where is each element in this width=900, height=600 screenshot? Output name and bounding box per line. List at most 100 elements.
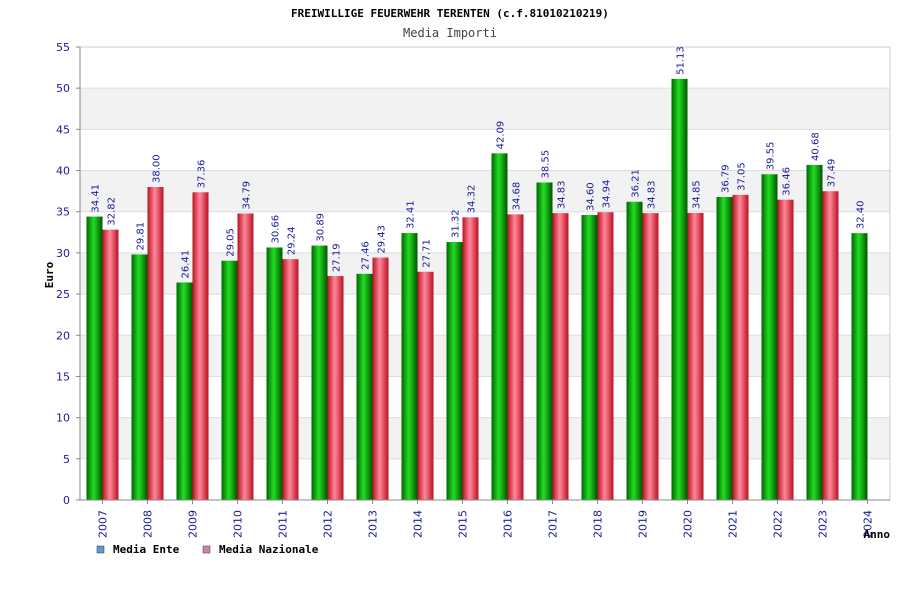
x-tick-label: 2014 (412, 510, 425, 538)
y-axis-label: Euro (43, 261, 56, 288)
bar-media-nazionale (327, 276, 344, 500)
bar-media-nazionale (687, 212, 704, 501)
y-tick-label: 35 (56, 206, 70, 219)
legend: Media Ente Media Nazionale (96, 543, 319, 556)
value-label-media-nazionale: 34.85 (692, 180, 703, 209)
value-label-media-ente: 38.55 (541, 150, 552, 179)
value-label-media-ente: 36.79 (721, 164, 732, 193)
legend-swatch-media-nazionale (202, 545, 211, 554)
plot-band (80, 88, 890, 130)
value-label-media-nazionale: 38.00 (152, 154, 163, 183)
bar-media-nazionale (552, 213, 569, 501)
y-tick-label: 10 (56, 412, 70, 425)
bar-media-nazionale (732, 194, 749, 501)
x-tick-label: 2021 (727, 510, 740, 538)
y-tick-label: 15 (56, 370, 70, 383)
x-tick-label: 2010 (232, 510, 245, 538)
bar-media-ente (356, 273, 373, 500)
value-label-media-nazionale: 37.49 (827, 159, 838, 188)
value-label-media-ente: 34.60 (586, 182, 597, 211)
y-axis-ticks: 0 5 10 15 20 25 30 35 40 45 50 55 (56, 41, 80, 507)
value-label-media-ente: 29.81 (136, 222, 147, 251)
y-tick-label: 30 (56, 247, 70, 260)
value-label-media-nazionale: 29.24 (287, 227, 298, 256)
bar-media-ente (536, 182, 553, 501)
legend-label-media-ente: Media Ente (113, 543, 180, 556)
bar-media-ente (401, 233, 418, 500)
value-label-media-ente: 36.21 (631, 169, 642, 198)
bar-media-ente (671, 78, 688, 500)
value-label-media-ente: 42.09 (496, 121, 507, 150)
bar-media-ente (266, 247, 283, 500)
y-tick-label: 20 (56, 329, 70, 342)
value-label-media-nazionale: 36.46 (782, 167, 793, 196)
value-label-media-ente: 40.68 (811, 132, 822, 161)
x-tick-label: 2019 (637, 510, 650, 538)
bar-media-nazionale (192, 192, 209, 500)
bar-media-nazionale (642, 213, 659, 501)
value-label-media-nazionale: 27.71 (422, 239, 433, 268)
value-label-media-ente: 26.41 (181, 250, 192, 279)
value-label-media-nazionale: 32.82 (107, 197, 118, 226)
bar-media-ente (131, 254, 148, 500)
x-tick-label: 2020 (682, 510, 695, 538)
value-label-media-ente: 32.40 (856, 201, 867, 230)
y-tick-label: 55 (56, 41, 70, 54)
bar-media-ente (626, 201, 643, 500)
value-label-media-ente: 39.55 (766, 142, 777, 171)
plot-band (80, 376, 890, 418)
plot-band (80, 47, 890, 89)
x-tick-label: 2012 (322, 510, 335, 538)
value-label-media-ente: 29.05 (226, 228, 237, 257)
y-tick-label: 40 (56, 165, 70, 178)
value-label-media-nazionale: 34.79 (242, 181, 253, 210)
bar-media-nazionale (777, 199, 794, 500)
chart-title: FREIWILLIGE FEUERWEHR TERENTEN (c.f.8101… (291, 7, 609, 20)
bar-media-nazionale (507, 214, 524, 500)
bar-media-nazionale (282, 259, 299, 500)
bar-media-ente (581, 215, 598, 500)
value-label-media-nazionale: 34.32 (467, 185, 478, 214)
x-axis-ticks: 2007 2008 2009 2010 2011 2012 2013 2014 2015 2016… (97, 500, 875, 538)
x-tick-label: 2018 (592, 510, 605, 538)
value-label-media-nazionale: 34.83 (647, 180, 658, 209)
plot-band (80, 458, 890, 500)
x-tick-label: 2024 (862, 510, 875, 538)
plot-band (80, 170, 890, 212)
bar-media-nazionale (102, 229, 119, 500)
plot-band (80, 129, 890, 171)
bar-media-nazionale (822, 191, 839, 500)
value-label-media-nazionale: 27.19 (332, 243, 343, 272)
bar-media-ente (446, 242, 463, 500)
bar-media-ente (311, 245, 328, 500)
value-label-media-ente: 32.41 (406, 200, 417, 229)
bar-media-nazionale (147, 187, 164, 500)
plot-band (80, 294, 890, 336)
value-label-media-ente: 30.89 (316, 213, 327, 242)
bar-media-ente (491, 153, 508, 500)
value-label-media-ente: 30.66 (271, 215, 282, 244)
bar-media-ente (716, 196, 733, 500)
value-label-media-nazionale: 37.05 (737, 162, 748, 191)
bar-media-ente (86, 216, 103, 500)
x-tick-label: 2015 (457, 510, 470, 538)
bar-media-ente (221, 260, 238, 500)
legend-swatch-media-ente (96, 545, 105, 554)
x-axis-label: Anno (864, 528, 891, 541)
bar-media-ente (851, 233, 868, 500)
x-tick-label: 2016 (502, 510, 515, 538)
bar-media-nazionale (417, 271, 434, 500)
x-tick-label: 2011 (277, 510, 290, 538)
plot-background (80, 47, 890, 500)
value-label-media-ente: 51.13 (676, 46, 687, 75)
value-label-media-nazionale: 34.68 (512, 182, 523, 211)
plot-band (80, 211, 890, 253)
value-label-media-nazionale: 37.36 (197, 160, 208, 189)
value-label-media-nazionale: 29.43 (377, 225, 388, 254)
legend-label-media-nazionale: Media Nazionale (219, 543, 319, 556)
x-tick-label: 2023 (817, 510, 830, 538)
x-tick-label: 2017 (547, 510, 560, 538)
x-tick-label: 2022 (772, 510, 785, 538)
value-label-media-nazionale: 34.83 (557, 180, 568, 209)
